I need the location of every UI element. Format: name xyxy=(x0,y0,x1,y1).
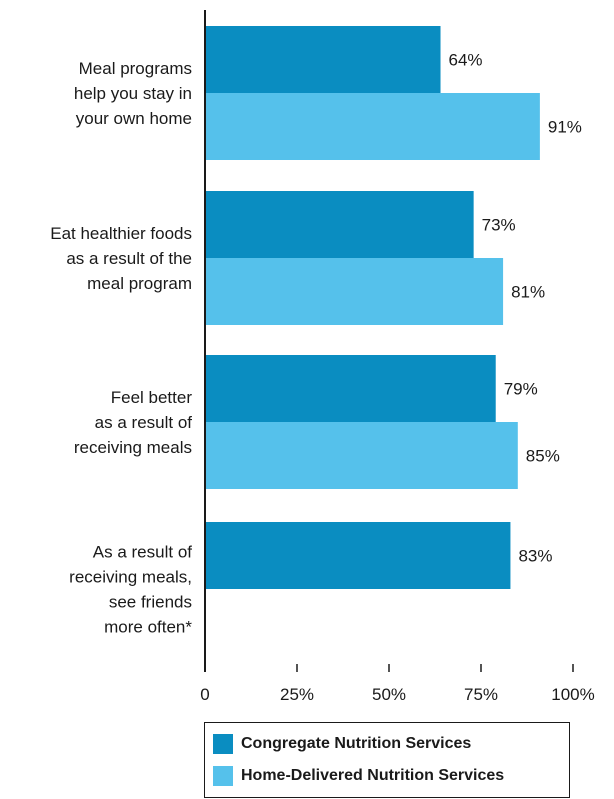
value-label-home-delivered-nutrition-services-1: 91% xyxy=(548,118,582,137)
category-label-2: Eat healthier foods as a result of the mea… xyxy=(50,224,192,293)
category-label-line: receiving meals xyxy=(74,438,192,457)
x-axis-ticks: 0 25% 50% 75% 100% xyxy=(200,664,595,704)
category-label-line: as a result of xyxy=(95,413,193,432)
bar-home-delivered-nutrition-services-3 xyxy=(205,422,518,489)
legend-swatch-home-delivered xyxy=(213,766,233,786)
x-tick-label: 100% xyxy=(551,685,594,704)
value-labels-layer: 64% 91% 73% 81% 79% 85% 83% xyxy=(449,51,582,566)
x-tick-label: 50% xyxy=(372,685,406,704)
category-label-1: Meal programs help you stay in your own ho… xyxy=(74,59,192,128)
category-label-line: As a result of xyxy=(93,543,192,562)
bar-congregate-nutrition-services-4 xyxy=(205,522,511,589)
value-label-congregate-nutrition-services-1: 64% xyxy=(449,51,483,70)
category-label-line: as a result of the xyxy=(66,249,192,268)
bar-home-delivered-nutrition-services-2 xyxy=(205,258,504,325)
legend-swatch-congregate xyxy=(213,734,233,754)
legend-label-congregate: Congregate Nutrition Services xyxy=(241,735,472,752)
bars-layer xyxy=(205,26,540,589)
value-label-congregate-nutrition-services-4: 83% xyxy=(518,547,552,566)
legend-label-home-delivered: Home-Delivered Nutrition Services xyxy=(241,767,505,784)
category-label-line: more often* xyxy=(104,618,192,637)
category-label-line: Feel better xyxy=(111,388,193,407)
x-tick-label: 25% xyxy=(280,685,314,704)
bar-home-delivered-nutrition-services-1 xyxy=(205,93,540,160)
category-label-line: help you stay in xyxy=(74,84,192,103)
category-label-3: Feel better as a result of receiving meals xyxy=(74,388,192,457)
bar-congregate-nutrition-services-1 xyxy=(205,26,441,93)
category-label-line: Meal programs xyxy=(79,59,192,78)
bar-congregate-nutrition-services-3 xyxy=(205,355,496,422)
legend-item-home-delivered: Home-Delivered Nutrition Services xyxy=(213,766,504,786)
category-label-line: your own home xyxy=(76,109,192,128)
category-label-line: Eat healthier foods xyxy=(50,224,192,243)
category-label-line: see friends xyxy=(109,593,192,612)
x-tick-label: 0 xyxy=(200,685,209,704)
legend: Congregate Nutrition Services Home-Deliv… xyxy=(204,722,570,798)
value-label-congregate-nutrition-services-3: 79% xyxy=(504,380,538,399)
bar-congregate-nutrition-services-2 xyxy=(205,191,474,258)
value-label-congregate-nutrition-services-2: 73% xyxy=(482,216,516,235)
x-tick-label: 75% xyxy=(464,685,498,704)
value-label-home-delivered-nutrition-services-3: 85% xyxy=(526,447,560,466)
bar-chart: 64% 91% 73% 81% 79% 85% 83% Meal programs help … xyxy=(50,10,595,704)
value-label-home-delivered-nutrition-services-2: 81% xyxy=(511,283,545,302)
legend-item-congregate: Congregate Nutrition Services xyxy=(213,734,471,754)
category-labels-layer: Meal programs help you stay in your own ho… xyxy=(50,59,192,637)
category-label-line: receiving meals, xyxy=(69,568,192,587)
category-label-line: meal program xyxy=(87,274,192,293)
category-label-4: As a result of receiving meals, see friend… xyxy=(69,543,192,637)
